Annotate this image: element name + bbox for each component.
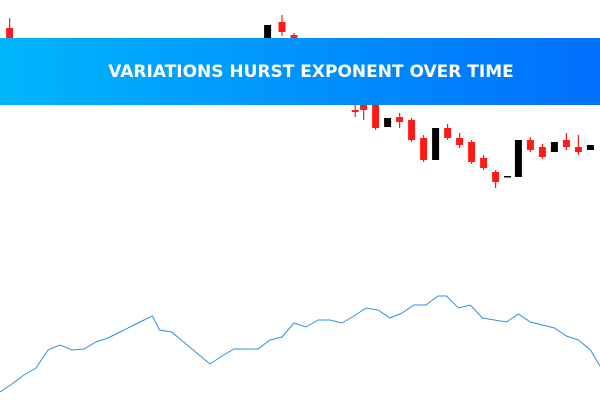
candle-body bbox=[384, 118, 392, 127]
candle-body bbox=[351, 110, 359, 112]
candle-body bbox=[372, 105, 380, 128]
candle-body bbox=[420, 138, 428, 160]
candle-body bbox=[574, 147, 582, 152]
candle-body bbox=[504, 176, 512, 178]
candle-body bbox=[360, 105, 368, 110]
candle-body bbox=[514, 140, 522, 177]
title-banner bbox=[0, 38, 600, 105]
chart-title: VARIATIONS HURST EXPONENT OVER TIME bbox=[108, 62, 514, 82]
candle-body bbox=[396, 117, 404, 122]
candle-body bbox=[480, 158, 488, 168]
candle-body bbox=[468, 142, 476, 162]
candle-body bbox=[264, 25, 272, 38]
line-series bbox=[0, 295, 600, 393]
candle-body bbox=[6, 28, 14, 40]
candle-body bbox=[278, 22, 286, 32]
candle-body bbox=[526, 140, 534, 150]
candle-body bbox=[444, 128, 452, 138]
candle-body bbox=[586, 145, 594, 150]
candle-body bbox=[492, 172, 500, 182]
candle-body bbox=[562, 140, 570, 147]
candle-body bbox=[408, 120, 416, 140]
candle-body bbox=[432, 128, 440, 160]
candle-body bbox=[456, 138, 464, 145]
candle-body bbox=[550, 142, 558, 152]
candle-body bbox=[538, 147, 546, 157]
